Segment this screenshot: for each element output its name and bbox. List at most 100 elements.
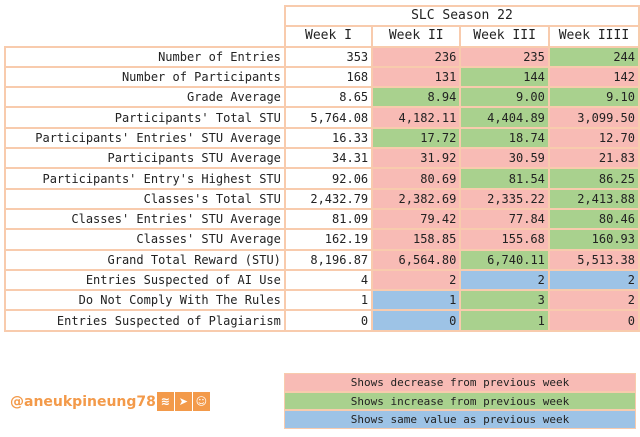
table-row: Entries Suspected of AI Use 4 2 2 2 [4,268,640,292]
legend-increase: Shows increase from previous week [284,391,636,410]
value-cell: 8,196.87 [283,248,374,271]
table-row: Number of Participants 168 131 144 142 [4,65,640,89]
value-cell: 86.25 [547,167,640,190]
table-row: Classes' STU Average 162.19 158.85 155.68 16… [4,228,640,251]
value-cell: 0 [283,309,374,332]
value-cell: 80.69 [371,167,462,190]
value-cell: 3 [459,289,550,312]
value-cell: 4,404.89 [459,106,550,129]
value-cell: 131 [371,65,462,89]
value-cell: 4,182.11 [371,106,462,129]
value-cell: 1 [459,309,550,332]
table-row: Participants STU Average 34.31 31.92 30.59 2… [4,147,640,170]
value-cell: 2,432.79 [283,187,374,210]
week-header: Week II [371,25,462,48]
value-cell: 2 [459,268,550,292]
value-cell: 16.33 [283,126,374,150]
value-cell: 158.85 [371,228,462,251]
author-handle: @aneukpineung78 [10,393,156,410]
table-row: Participants' Entry's Highest STU 92.06 80… [4,167,640,190]
value-cell: 160.93 [547,228,640,251]
row-label: Entries Suspected of AI Use [4,268,286,292]
value-cell: 8.65 [283,86,374,109]
stats-table: SLC Season 22 Week I Week II Week III We… [4,4,640,332]
value-cell: 2 [547,268,640,292]
value-cell: 236 [371,45,462,68]
value-cell: 6,564.80 [371,248,462,271]
row-label: Participants' Entries' STU Average [4,126,286,150]
row-label: Classes' Entries' STU Average [4,207,286,231]
value-cell: 155.68 [459,228,550,251]
value-cell: 0 [547,309,640,332]
value-cell: 3,099.50 [547,106,640,129]
value-cell: 235 [459,45,550,68]
value-cell: 17.72 [371,126,462,150]
value-cell: 18.74 [459,126,550,150]
value-cell: 92.06 [283,167,374,190]
value-cell: 81.54 [459,167,550,190]
value-cell: 5,764.08 [283,106,374,129]
legend-same: Shows same value as previous week [284,410,636,429]
row-label: Grand Total Reward (STU) [4,248,286,271]
week-header: Week IIII [547,25,640,48]
week-header: Week I [283,25,374,48]
value-cell: 79.42 [371,207,462,231]
week-header: Week III [459,25,550,48]
row-label: Do Not Comply With The Rules [4,289,286,312]
value-cell: 9.00 [459,86,550,109]
row-label: Classes' STU Average [4,228,286,251]
row-label: Grade Average [4,86,286,109]
value-cell: 77.84 [459,207,550,231]
row-label: Entries Suspected of Plagiarism [4,309,286,332]
legend-decrease: Shows decrease from previous week [284,373,636,392]
row-label: Number of Participants [4,65,286,89]
empty-corner [5,26,285,48]
value-cell: 30.59 [459,147,550,170]
value-cell: 1 [283,289,374,312]
table-row: Number of Entries 353 236 235 244 [4,45,640,68]
value-cell: 81.09 [283,207,374,231]
value-cell: 34.31 [283,147,374,170]
value-cell: 142 [547,65,640,89]
value-cell: 144 [459,65,550,89]
telegram-icon: ➤ [174,392,192,411]
value-cell: 353 [283,45,374,68]
value-cell: 80.46 [547,207,640,231]
row-label: Participants' Entry's Highest STU [4,167,286,190]
row-label: Classes's Total STU [4,187,286,210]
value-cell: 31.92 [371,147,462,170]
row-label: Participants STU Average [4,147,286,170]
color-legend: Shows decrease from previous week Shows … [284,373,636,429]
table-row: Do Not Comply With The Rules 1 1 3 2 [4,289,640,312]
value-cell: 8.94 [371,86,462,109]
value-cell: 21.83 [547,147,640,170]
week-header-row: Week I Week II Week III Week IIII [5,25,640,48]
table-row: Participants' Total STU 5,764.08 4,182.11 4… [4,106,640,129]
table-row: Participants' Entries' STU Average 16.33 1… [4,126,640,150]
empty-corner [5,6,285,26]
author-signature: @aneukpineung78 ≋ ➤ ☺ [10,392,210,411]
value-cell: 244 [547,45,640,68]
value-cell: 1 [371,289,462,312]
value-cell: 168 [283,65,374,89]
value-cell: 2,413.88 [547,187,640,210]
steem-icon: ≋ [156,392,174,411]
row-label: Participants' Total STU [4,106,286,129]
value-cell: 6,740.11 [459,248,550,271]
title-row: SLC Season 22 [5,4,640,28]
value-cell: 2 [371,268,462,292]
table-title: SLC Season 22 [283,4,640,28]
value-cell: 2,382.69 [371,187,462,210]
table-row: Classes's Total STU 2,432.79 2,382.69 2,335… [4,187,640,210]
row-label: Number of Entries [4,45,286,68]
value-cell: 5,513.38 [547,248,640,271]
discord-icon: ☺ [192,392,210,411]
value-cell: 12.70 [547,126,640,150]
value-cell: 162.19 [283,228,374,251]
table-row: Classes' Entries' STU Average 81.09 79.42 7… [4,207,640,231]
table-row: Entries Suspected of Plagiarism 0 0 1 0 [4,309,640,332]
table-row: Grand Total Reward (STU) 8,196.87 6,564.80… [4,248,640,271]
value-cell: 0 [371,309,462,332]
value-cell: 2 [547,289,640,312]
value-cell: 9.10 [547,86,640,109]
